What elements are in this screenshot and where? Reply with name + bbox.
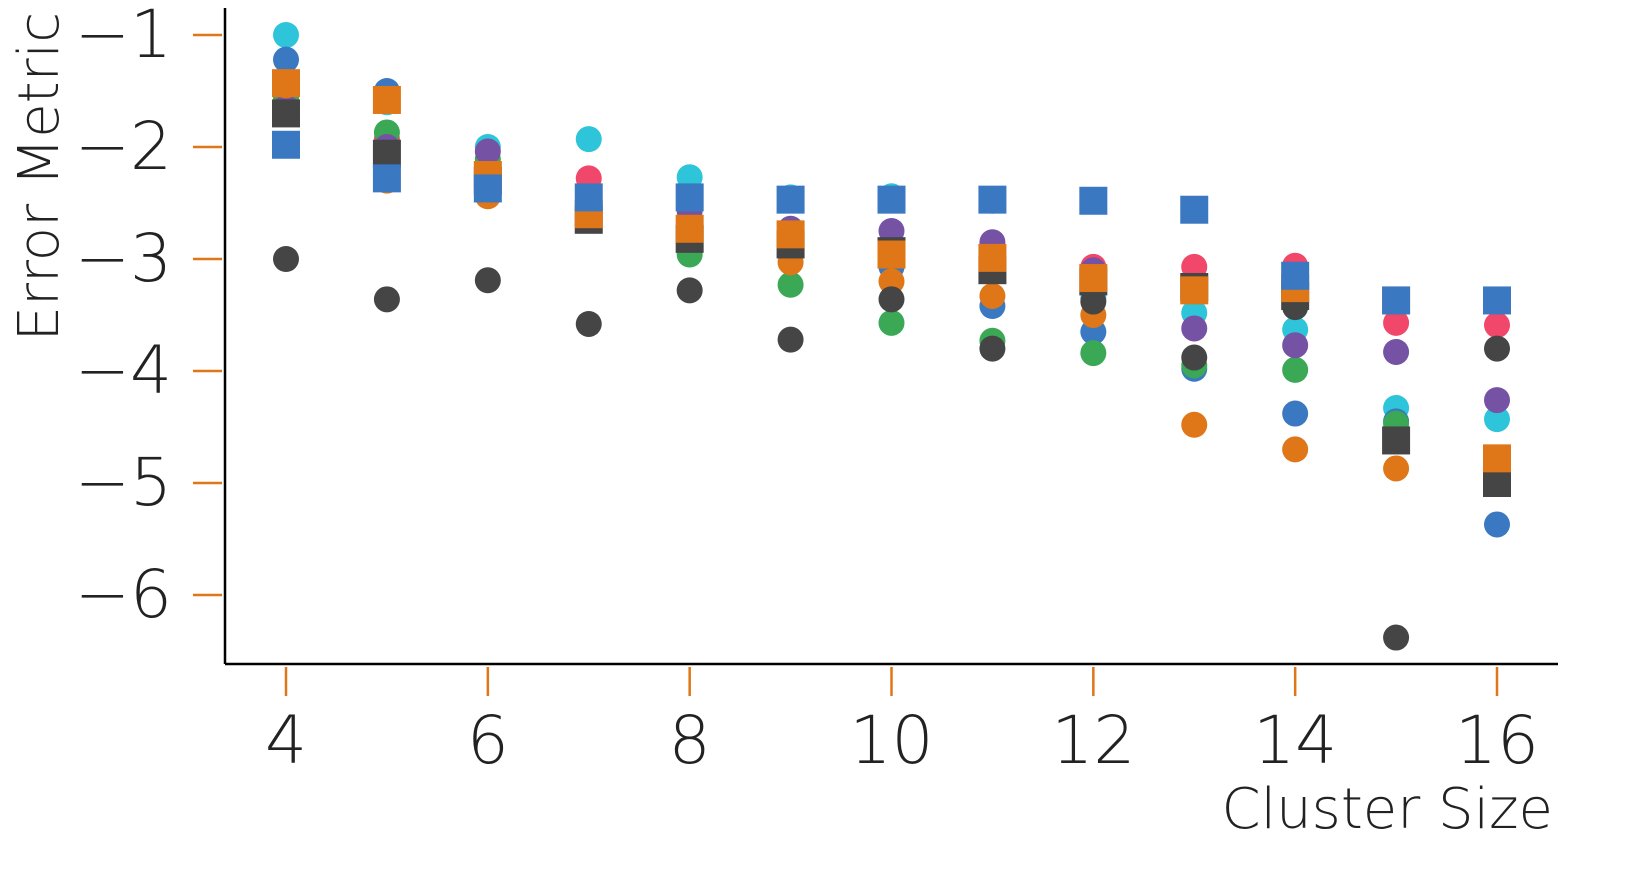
square-point — [272, 99, 300, 128]
square-point — [978, 185, 1007, 214]
circle-point — [1484, 387, 1510, 414]
square-point — [272, 130, 300, 159]
axes — [223, 8, 1558, 666]
circle-point — [474, 267, 501, 294]
square-point — [675, 214, 704, 243]
circle-point — [777, 326, 804, 353]
x-tick-label: 4 — [265, 702, 307, 779]
square-point — [1079, 264, 1108, 293]
circle-point — [1383, 624, 1410, 651]
circle-point — [373, 286, 400, 313]
square-point — [1483, 286, 1511, 315]
x-tick-label: 14 — [1253, 702, 1337, 779]
x-tick-label: 12 — [1051, 702, 1135, 779]
square-point — [877, 240, 906, 269]
square-point — [776, 220, 805, 249]
circle-point — [1484, 312, 1510, 339]
y-axis-title: Error Metric — [7, 12, 72, 341]
square-point — [473, 174, 502, 203]
series-9 — [272, 130, 1511, 315]
y-tick-label: −3 — [75, 220, 172, 297]
circle-point — [1484, 511, 1510, 538]
square-point — [272, 69, 300, 98]
circle-point — [1383, 338, 1410, 365]
y-tick-label: −5 — [75, 444, 172, 521]
square-point — [1079, 186, 1108, 215]
circle-point — [878, 309, 905, 336]
circle-point — [1383, 455, 1410, 482]
circle-point — [1181, 344, 1208, 371]
circle-point — [474, 138, 501, 165]
square-point — [978, 243, 1007, 272]
circle-point — [1282, 332, 1309, 359]
square-point — [1483, 444, 1511, 473]
circle-point — [1484, 406, 1510, 433]
circle-point — [1181, 315, 1208, 342]
square-point — [1382, 426, 1411, 455]
square-point — [574, 183, 603, 212]
x-tick-label: 10 — [850, 702, 934, 779]
x-tick-label: 6 — [467, 702, 509, 779]
square-point — [675, 183, 704, 212]
square-point — [1483, 469, 1511, 497]
series-6 — [273, 246, 1510, 651]
square-point — [372, 139, 401, 168]
square-point — [1382, 286, 1411, 315]
circle-point — [979, 335, 1006, 362]
circle-point — [273, 46, 299, 73]
y-tick-label: −6 — [75, 556, 172, 633]
x-ticks: 4 6 8 10 12 14 16 — [265, 667, 1539, 779]
circle-point — [273, 246, 299, 272]
x-tick-label: 16 — [1455, 702, 1539, 779]
circle-point — [1080, 340, 1107, 367]
square-point — [1180, 276, 1209, 305]
circle-point — [1484, 335, 1510, 362]
square-point — [1281, 261, 1310, 290]
y-ticks: −1 −2 −3 −4 −5 −6 — [75, 0, 222, 633]
circle-point — [1383, 309, 1410, 336]
square-point — [372, 164, 401, 193]
square-point — [877, 185, 906, 214]
circle-point — [979, 282, 1006, 309]
circle-point — [1282, 436, 1309, 463]
y-tick-label: −2 — [75, 108, 172, 185]
circle-point — [676, 277, 703, 304]
circle-point — [1282, 356, 1309, 383]
circle-point — [878, 268, 905, 295]
square-point — [1180, 195, 1209, 224]
circle-point — [575, 310, 602, 337]
series-5 — [273, 72, 1510, 482]
y-tick-label: −4 — [75, 332, 172, 409]
circle-point — [575, 126, 602, 153]
y-tick-label: −1 — [75, 0, 172, 73]
circle-point — [777, 271, 804, 298]
square-point — [372, 85, 401, 114]
circle-point — [1181, 411, 1208, 438]
data-points — [272, 22, 1511, 651]
square-point — [776, 185, 805, 214]
circle-point — [878, 286, 905, 313]
circle-point — [1282, 400, 1309, 427]
x-axis-title: Cluster Size — [1221, 777, 1553, 842]
x-tick-label: 8 — [669, 702, 711, 779]
circle-point — [273, 22, 299, 48]
